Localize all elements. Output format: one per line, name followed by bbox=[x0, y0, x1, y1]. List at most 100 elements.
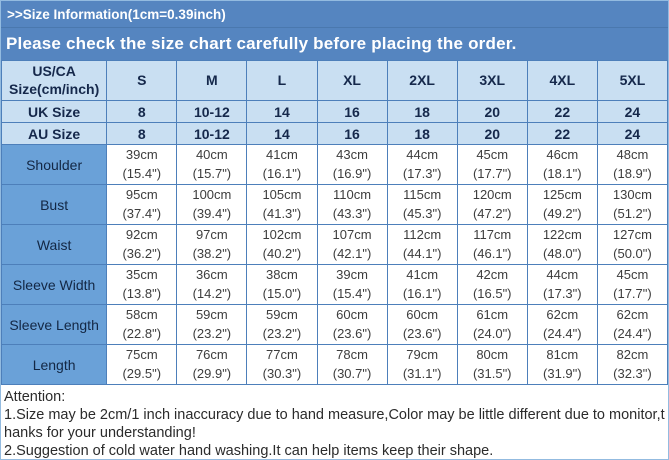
measure-cm: 62cm bbox=[616, 307, 649, 323]
measure-cell: 58cm (22.8") bbox=[106, 304, 178, 345]
uk-size-cell: 24 bbox=[596, 100, 668, 123]
measure-cell: 92cm (36.2") bbox=[106, 224, 178, 265]
measure-cm: 110cm bbox=[333, 187, 372, 203]
measure-inch: (23.6") bbox=[402, 325, 442, 341]
measure-cm: 75cm bbox=[125, 347, 158, 363]
measure-inch: (24.4") bbox=[613, 325, 652, 341]
measure-cell: 77cm (30.3") bbox=[246, 344, 318, 385]
measure-inch: (18.1") bbox=[543, 165, 582, 181]
measure-cell: 130cm (51.2") bbox=[596, 184, 668, 225]
measure-cell: 60cm (23.6") bbox=[316, 304, 388, 345]
attention-line: 1.Size may be 2cm/1 inch inaccuracy due … bbox=[4, 407, 665, 423]
measure-inch: (16.1") bbox=[262, 165, 302, 181]
column-header-l: L bbox=[246, 60, 318, 101]
size-table: US/CA Size(cm/inch) S M L XL 2XL 3XL 4XL… bbox=[1, 60, 668, 385]
measure-cm: 42cm bbox=[476, 267, 509, 283]
measure-cm: 39cm bbox=[336, 267, 368, 283]
corner-header-cell: US/CA Size(cm/inch) bbox=[1, 60, 108, 101]
measure-cell: 48cm (18.9") bbox=[596, 144, 668, 185]
measure-cm: 125cm bbox=[542, 187, 582, 203]
measure-cell: 62cm (24.4") bbox=[526, 304, 598, 345]
measure-cell: 44cm (17.3") bbox=[526, 264, 598, 305]
measure-cell: 45cm (17.7") bbox=[596, 264, 668, 305]
measure-cm: 62cm bbox=[546, 307, 579, 323]
measure-inch: (29.9") bbox=[192, 365, 232, 381]
measure-cm: 39cm bbox=[125, 147, 158, 163]
au-size-cell: 18 bbox=[386, 122, 458, 145]
measure-inch: (30.3") bbox=[262, 365, 302, 381]
uk-size-row-label: UK Size bbox=[1, 100, 108, 123]
measure-inch: (23.2") bbox=[262, 325, 302, 341]
corner-header-line1: US/CA bbox=[32, 63, 76, 79]
measure-cell: 127cm (50.0") bbox=[596, 224, 668, 265]
measure-cell: 75cm (29.5") bbox=[106, 344, 178, 385]
measure-cm: 120cm bbox=[472, 187, 512, 203]
measure-cell: 44cm (17.3") bbox=[386, 144, 458, 185]
au-size-cell: 24 bbox=[596, 122, 668, 145]
measure-inch: (36.2") bbox=[122, 245, 162, 261]
measure-inch: (44.1") bbox=[402, 245, 442, 261]
measure-cm: 77cm bbox=[266, 347, 298, 363]
measure-cell: 120cm (47.2") bbox=[456, 184, 528, 225]
measure-inch: (15.0") bbox=[262, 285, 302, 301]
measure-cm: 41cm bbox=[406, 267, 439, 283]
uk-size-cell: 22 bbox=[526, 100, 598, 123]
measure-cell: 97cm (38.2") bbox=[176, 224, 248, 265]
measure-cell: 59cm (23.2") bbox=[246, 304, 318, 345]
measure-inch: (16.5") bbox=[472, 285, 512, 301]
measure-cell: 117cm (46.1") bbox=[456, 224, 528, 265]
measure-cm: 38cm bbox=[266, 267, 298, 283]
measure-cm: 100cm bbox=[192, 187, 232, 203]
measure-inch: (23.6") bbox=[332, 325, 372, 341]
measure-cm: 80cm bbox=[476, 347, 509, 363]
measure-cm: 115cm bbox=[403, 187, 442, 203]
measure-cm: 78cm bbox=[336, 347, 368, 363]
measure-inch: (17.7") bbox=[613, 285, 652, 301]
measure-cell: 41cm (16.1") bbox=[386, 264, 458, 305]
measure-cm: 105cm bbox=[262, 187, 302, 203]
measure-cell: 110cm (43.3") bbox=[316, 184, 388, 225]
attention-line: hanks for your understanding! bbox=[4, 425, 196, 441]
measure-cm: 117cm bbox=[473, 227, 512, 243]
measure-inch: (47.2") bbox=[472, 205, 512, 221]
measure-cell: 39cm (15.4") bbox=[316, 264, 388, 305]
measure-cell: 59cm (23.2") bbox=[176, 304, 248, 345]
measure-cell: 82cm (32.3") bbox=[596, 344, 668, 385]
measure-cm: 122cm bbox=[542, 227, 582, 243]
measure-cm: 81cm bbox=[546, 347, 579, 363]
column-header-m: M bbox=[176, 60, 248, 101]
measure-inch: (32.3") bbox=[613, 365, 652, 381]
measure-inch: (24.4") bbox=[543, 325, 582, 341]
measure-cell: 45cm (17.7") bbox=[456, 144, 528, 185]
measure-cm: 48cm bbox=[616, 147, 649, 163]
uk-size-cell: 18 bbox=[386, 100, 458, 123]
measure-inch: (43.3") bbox=[332, 205, 372, 221]
measure-inch: (16.9") bbox=[332, 165, 372, 181]
uk-size-cell: 8 bbox=[106, 100, 178, 123]
measure-cm: 102cm bbox=[262, 227, 302, 243]
measure-cell: 78cm (30.7") bbox=[316, 344, 388, 385]
measure-inch: (48.0") bbox=[543, 245, 582, 261]
attention-heading: Attention: bbox=[4, 389, 66, 405]
measure-cell: 76cm (29.9") bbox=[176, 344, 248, 385]
measure-inch: (31.1") bbox=[402, 365, 442, 381]
size-table-header-row: US/CA Size(cm/inch) S M L XL 2XL 3XL 4XL… bbox=[1, 60, 668, 101]
column-header-xl: XL bbox=[316, 60, 388, 101]
measure-cell: 38cm (15.0") bbox=[246, 264, 318, 305]
shoulder-row: Shoulder 39cm (15.4") 40cm (15.7") 41cm (16… bbox=[1, 144, 668, 185]
measure-inch: (39.4") bbox=[192, 205, 232, 221]
measure-cell: 36cm (14.2") bbox=[176, 264, 248, 305]
measure-cm: 127cm bbox=[612, 227, 652, 243]
measure-inch: (22.8") bbox=[122, 325, 162, 341]
waist-row-label: Waist bbox=[1, 224, 108, 265]
au-size-cell: 22 bbox=[526, 122, 598, 145]
measure-inch: (30.7") bbox=[332, 365, 372, 381]
measure-inch: (40.2") bbox=[262, 245, 302, 261]
measure-cell: 107cm (42.1") bbox=[316, 224, 388, 265]
measure-cell: 46cm (18.1") bbox=[526, 144, 598, 185]
measure-cm: 59cm bbox=[195, 307, 228, 323]
measure-inch: (37.4") bbox=[122, 205, 162, 221]
sleeve-length-row: Sleeve Length 58cm (22.8") 59cm (23.2") 59… bbox=[1, 304, 668, 345]
measure-cm: 60cm bbox=[406, 307, 439, 323]
sleeve-width-row-label: Sleeve Width bbox=[1, 264, 108, 305]
